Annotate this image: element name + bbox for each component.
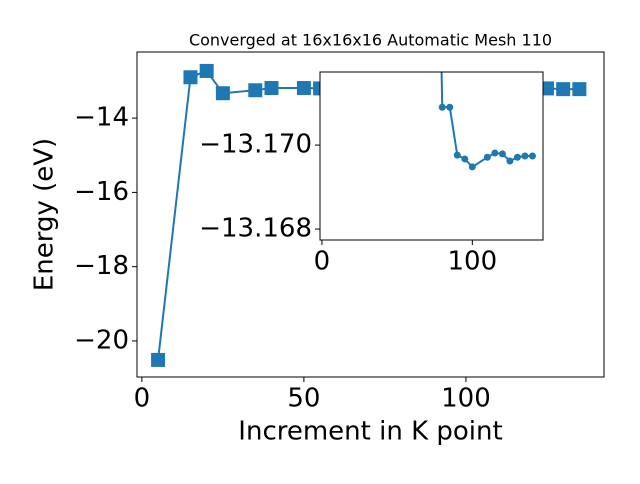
plot-area: [438, 72, 536, 171]
marker: [296, 81, 311, 96]
chart-title: Converged at 16x16x16 Automatic Mesh 110: [189, 31, 552, 50]
marker: [572, 82, 587, 97]
marker: [453, 151, 461, 159]
axes: 0 100 −13.170 −13.168: [199, 71, 544, 277]
marker: [438, 103, 446, 111]
marker: [468, 163, 476, 171]
marker: [498, 150, 506, 158]
y-tick-label: −18: [74, 251, 129, 281]
marker: [483, 153, 491, 161]
axes-background: [320, 72, 543, 240]
marker: [151, 352, 166, 367]
marker: [491, 149, 499, 157]
marker: [215, 86, 230, 101]
marker: [528, 152, 536, 160]
y-tick-label: −14: [74, 103, 129, 133]
x-tick-label: 0: [314, 247, 331, 277]
x-tick-label: 0: [134, 384, 151, 414]
marker: [461, 155, 469, 163]
y-tick-label: −13.170: [199, 130, 312, 160]
marker: [446, 103, 454, 111]
y-tick-label: −13.168: [199, 214, 312, 244]
marker: [556, 82, 571, 97]
x-tick-label: 50: [287, 384, 320, 414]
axes-frame: [319, 71, 544, 241]
x-tick-label: 100: [448, 247, 498, 277]
marker: [513, 153, 521, 161]
marker: [264, 81, 279, 96]
marker: [199, 63, 214, 78]
axes-frame: [136, 51, 605, 378]
marker: [521, 152, 529, 160]
marker: [183, 70, 198, 85]
y-axis-label: Energy (eV): [30, 138, 60, 291]
x-axis-label: Increment in K point: [238, 417, 502, 447]
x-tick-label: 100: [441, 384, 491, 414]
y-tick-label: −16: [74, 177, 129, 207]
y-tick-label: −20: [74, 325, 129, 355]
marker: [506, 157, 514, 165]
marker: [248, 83, 263, 98]
